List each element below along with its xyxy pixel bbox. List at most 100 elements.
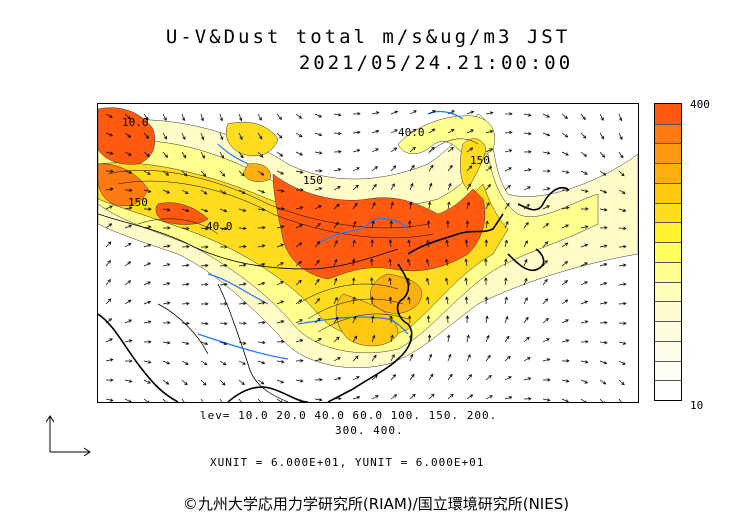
wind-arrowhead [370, 277, 374, 281]
wind-arrowhead [147, 262, 152, 266]
wind-arrowhead [564, 280, 568, 284]
wind-arrowhead [604, 226, 608, 230]
wind-arrowhead [621, 172, 625, 177]
wind-arrow [105, 132, 113, 137]
wind-arrowhead [185, 263, 190, 268]
wind-arrowhead [129, 188, 133, 192]
wind-arrow [504, 259, 507, 267]
wind-arrow [580, 379, 588, 384]
wind-arrow [561, 170, 569, 174]
wind-arrowhead [448, 353, 452, 358]
wind-arrowhead [219, 117, 223, 122]
wind-arrowhead [166, 244, 171, 248]
wind-arrow [162, 379, 169, 385]
wind-arrowhead [165, 172, 170, 176]
wind-arrow [124, 132, 131, 138]
dust-map: 150 40.0 40.0 10.0 150 150 [97, 103, 639, 403]
legend-swatch [655, 104, 681, 124]
wind-arrowhead [527, 186, 531, 190]
wind-arrow [599, 132, 605, 140]
wind-arrow [295, 339, 303, 343]
wind-arrowhead [509, 112, 513, 116]
wind-arrowhead [470, 129, 474, 133]
wind-arrow [447, 165, 453, 172]
wind-arrow [219, 322, 227, 325]
wind-arrowhead [260, 172, 265, 176]
wind-arrow [504, 240, 508, 248]
wind-arrowhead [186, 321, 190, 326]
wind-arrowhead [527, 168, 532, 172]
wind-arrow [371, 166, 378, 172]
wind-arrowhead [565, 339, 570, 343]
wind-arrow [257, 263, 265, 267]
wind-arrowhead [202, 173, 207, 177]
wind-arrowhead [545, 223, 550, 227]
wind-arrow [542, 241, 548, 248]
wind-arrow [314, 260, 320, 267]
wind-arrowhead [618, 117, 623, 122]
wind-arrowhead [110, 169, 114, 173]
wind-arrowhead [185, 208, 190, 213]
wind-arrow [276, 281, 284, 286]
wind-arrow [428, 128, 435, 134]
wind-arrowhead [526, 336, 530, 341]
wind-arrowhead [186, 244, 190, 249]
wind-arrowhead [507, 355, 511, 360]
wind-arrow [352, 355, 359, 362]
wind-arrowhead [298, 242, 303, 246]
wind-arrowhead [128, 319, 133, 323]
wind-arrow [143, 151, 150, 157]
wind-arrow [599, 170, 606, 176]
wind-arrowhead [337, 377, 342, 381]
wind-arrow [618, 208, 626, 212]
wind-arrowhead [603, 282, 608, 286]
wind-arrow [523, 377, 531, 381]
wind-arrowhead [600, 117, 604, 121]
wind-arrowhead [240, 154, 244, 159]
wind-arrowhead [147, 243, 152, 248]
wind-arrowhead [449, 373, 453, 378]
wind-arrowhead [388, 258, 392, 263]
wind-arrow [618, 341, 626, 345]
wind-arrowhead [565, 206, 570, 210]
wind-arrow [428, 335, 431, 343]
wind-arrowhead [412, 128, 417, 133]
wind-arrow [200, 265, 209, 267]
wind-arrowhead [298, 299, 303, 303]
wind-arrowhead [427, 201, 432, 205]
wind-arrow [427, 315, 430, 324]
wind-arrow [333, 186, 341, 191]
wind-arrow [580, 262, 588, 267]
wind-arrowhead [318, 338, 322, 342]
wind-arrow [618, 189, 626, 194]
wind-arrowhead [242, 282, 247, 286]
wind-arrowhead [319, 378, 323, 382]
wind-arrow [466, 374, 472, 381]
wind-arrowhead [128, 206, 133, 210]
wind-arrow [238, 151, 244, 158]
wind-arrow [257, 151, 263, 158]
wind-arrow [523, 240, 528, 248]
wind-arrowhead [261, 360, 266, 365]
wind-arrow [504, 297, 508, 305]
wind-arrowhead [485, 315, 489, 320]
wind-arrowhead [280, 225, 285, 229]
borders [98, 213, 399, 402]
wind-arrowhead [300, 188, 304, 192]
wind-arrowhead [354, 202, 358, 207]
wind-arrow [181, 151, 187, 159]
wind-arrowhead [242, 341, 247, 345]
wind-arrowhead [464, 277, 468, 282]
wind-arrowhead [224, 321, 228, 326]
wind-arrow [390, 354, 395, 362]
wind-arrowhead [205, 245, 209, 249]
wind-arrowhead [447, 201, 451, 206]
wind-arrow [504, 356, 511, 362]
wind-arrowhead [278, 116, 282, 120]
wind-arrowhead [221, 173, 226, 177]
wind-arrowhead [426, 296, 430, 301]
wind-arrow [504, 167, 512, 172]
wind-arrowhead [370, 239, 374, 243]
wind-arrow [523, 317, 529, 324]
wind-arrow [162, 398, 167, 402]
